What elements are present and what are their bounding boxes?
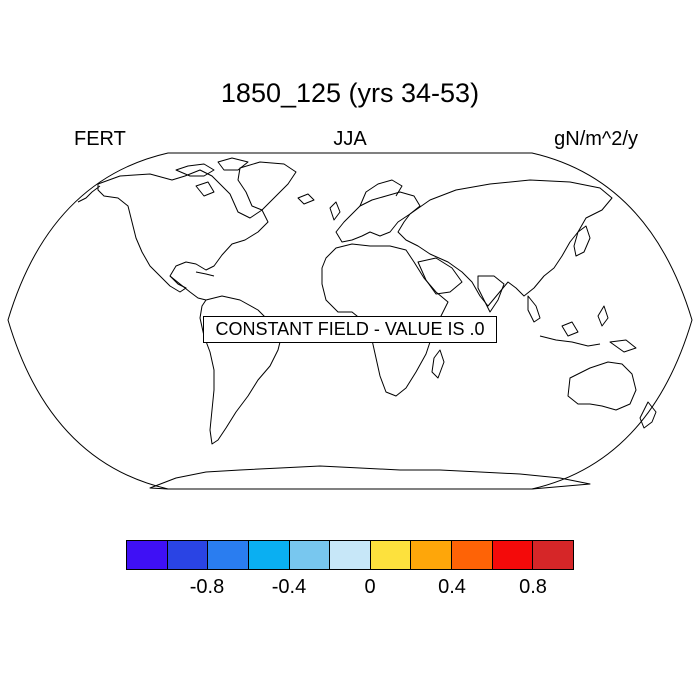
- colorbar-segment: [411, 541, 453, 569]
- asia-coastline: [397, 179, 613, 307]
- colorbar-tick-label: -0.4: [271, 576, 307, 598]
- central-america-coastline: [169, 275, 207, 301]
- arabia-coastline: [417, 257, 463, 295]
- colorbar-segment: [533, 541, 574, 569]
- map-title: 1850_125 (yrs 34-53): [220, 78, 480, 108]
- africa-coastline: [321, 243, 449, 397]
- arctic-islands-coastline: [175, 163, 215, 177]
- australia-coastline: [567, 361, 637, 411]
- colorbar-segment: [370, 541, 412, 569]
- indonesia-coastline: [539, 335, 601, 347]
- colorbar-segment: [167, 541, 209, 569]
- greenland-coastline: [237, 161, 297, 211]
- colorbar-tick-label: -0.8: [189, 576, 225, 598]
- iceland-coastline: [297, 193, 315, 205]
- japan-coastline: [573, 225, 591, 257]
- variable-label: FERT: [74, 128, 126, 150]
- british-isles-coastline: [329, 201, 341, 221]
- colorbar-segment: [208, 541, 249, 569]
- season-label: JJA: [333, 128, 367, 150]
- antarctica-coastline: [149, 465, 591, 490]
- colorbar-tick-label: 0.4: [438, 576, 466, 598]
- constant-field-notice: CONSTANT FIELD - VALUE IS .0: [203, 316, 497, 343]
- colorbar-segment: [492, 541, 534, 569]
- colorbar-segment: [452, 541, 493, 569]
- north-america-coastline: [97, 169, 269, 293]
- units-label: gN/m^2/y: [554, 128, 638, 150]
- new-zealand-coastline: [639, 401, 657, 429]
- colorbar-tick-label: 0: [364, 576, 376, 598]
- colorbar-segment: [248, 541, 290, 569]
- colorbar-segment: [330, 541, 371, 569]
- colorbar-segment: [127, 541, 168, 569]
- madagascar-coastline: [431, 349, 445, 379]
- scandinavia-coastline: [359, 179, 403, 207]
- southeast-asia-coastline: [527, 295, 541, 323]
- alaska-coastline: [77, 185, 101, 203]
- colorbar-segment: [289, 541, 331, 569]
- colorbar: [126, 540, 574, 570]
- colorbar-tick-label: 0.8: [519, 576, 547, 598]
- india-coastline: [477, 275, 505, 313]
